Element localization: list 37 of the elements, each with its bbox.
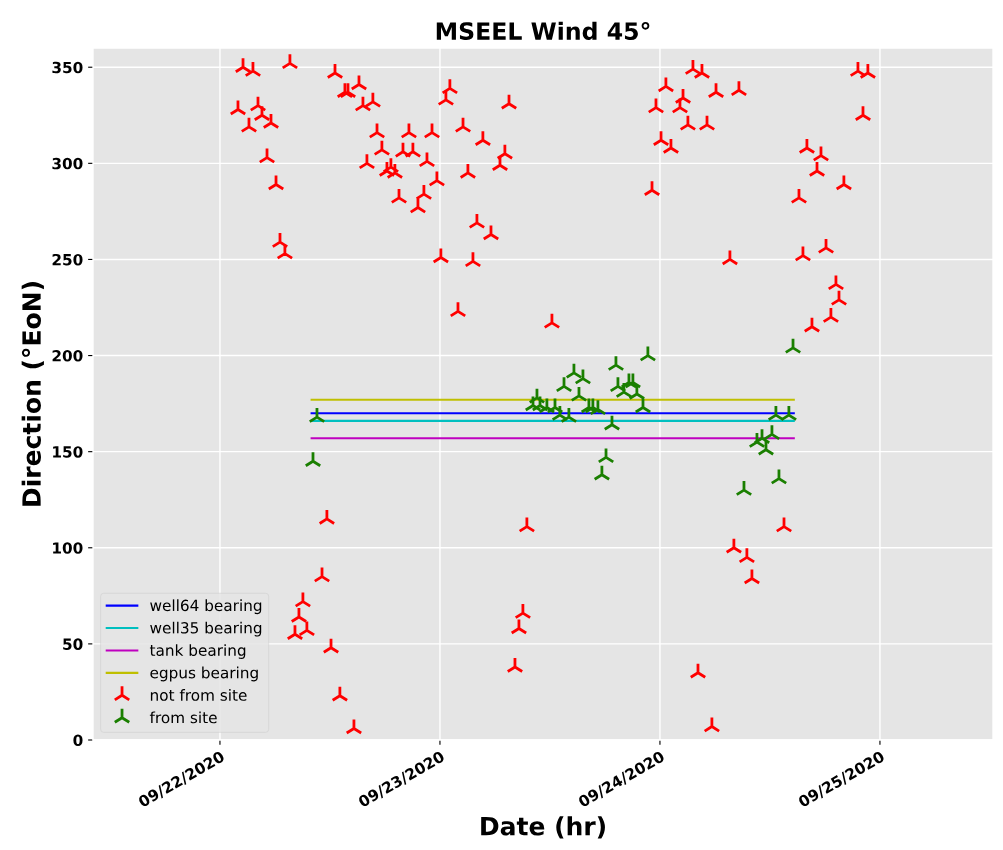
point xyxy=(304,450,322,468)
y-tick-label: 0 xyxy=(73,734,83,747)
legend-label: well64 bearing xyxy=(150,599,262,615)
y-tick-label: 300 xyxy=(52,157,83,170)
point xyxy=(770,468,788,485)
point xyxy=(555,375,573,393)
legend-label: tank bearing xyxy=(149,644,246,659)
y-axis-title: Direction (°EoN) xyxy=(21,282,44,506)
point xyxy=(620,372,638,389)
point xyxy=(735,479,753,497)
legend-label: egpus bearing xyxy=(150,666,258,682)
point xyxy=(593,464,611,481)
point xyxy=(624,372,642,389)
point xyxy=(780,404,798,422)
chart-title: MSEEL Wind 45° xyxy=(436,21,650,40)
legend-label: not from site xyxy=(150,689,247,701)
point xyxy=(597,447,615,464)
point xyxy=(603,414,621,431)
y-tick-label: 200 xyxy=(52,350,83,362)
point xyxy=(639,345,657,362)
legend-label: from site xyxy=(149,711,217,724)
point xyxy=(784,337,802,354)
point xyxy=(570,385,588,402)
point xyxy=(767,404,785,422)
point xyxy=(634,397,652,414)
y-tick-label: 250 xyxy=(52,253,83,266)
point xyxy=(753,427,771,445)
x-axis-title: Date (hr) xyxy=(481,816,605,839)
y-tick-label: 50 xyxy=(63,638,83,650)
y-tick-label: 150 xyxy=(53,446,83,458)
point xyxy=(607,354,625,372)
legend-label: well35 bearing xyxy=(150,621,262,637)
point xyxy=(308,406,326,423)
point xyxy=(763,423,781,441)
y-tick-label: 350 xyxy=(52,61,83,74)
y-tick-label: 100 xyxy=(53,542,83,554)
point xyxy=(528,387,546,404)
